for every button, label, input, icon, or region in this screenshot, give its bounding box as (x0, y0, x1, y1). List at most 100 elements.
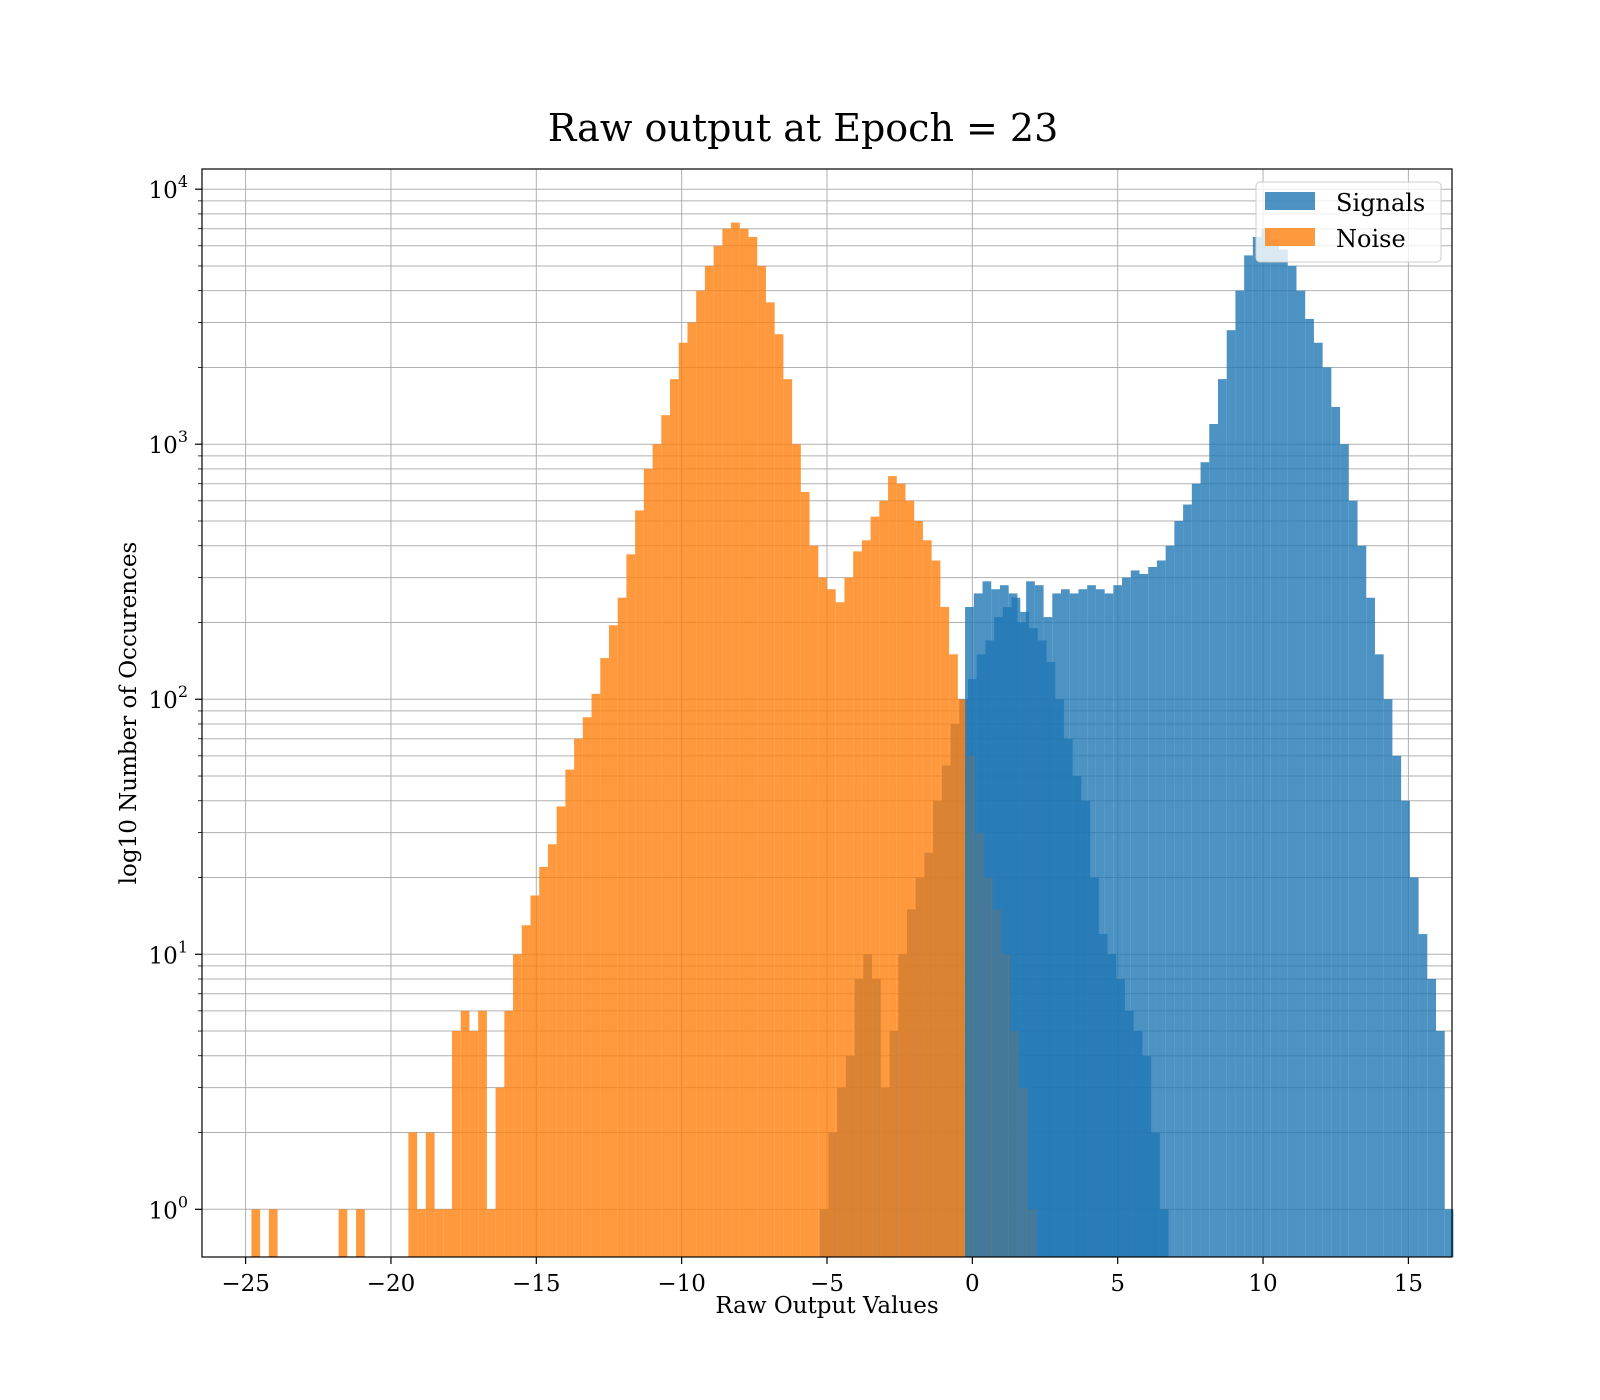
y-tick-label: 100 (149, 1192, 188, 1224)
histogram-bar-series-1 (861, 540, 871, 1257)
histogram-bar-series-1 (792, 444, 801, 1258)
histogram-bar-series-1 (530, 895, 540, 1257)
x-axis-label: Raw Output Values (715, 1293, 938, 1319)
histogram-bar-series-2 (1087, 585, 1096, 1257)
histogram-bar-series-2 (1217, 379, 1227, 1258)
histogram-bar-series-1 (670, 379, 679, 1258)
histogram-bar-series-2 (1331, 406, 1341, 1257)
x-tick-label: −20 (367, 1271, 416, 1297)
histogram-bar-series-2 (1183, 504, 1192, 1257)
y-axis-label: log10 Number of Occurences (116, 542, 142, 885)
histogram-bar-series-2 (1069, 593, 1079, 1257)
histogram-bar-series-1 (521, 925, 531, 1257)
legend-label-signals: Signals (1336, 189, 1425, 217)
histogram-bar-series-1 (478, 1010, 487, 1257)
histogram-bar-series-2 (1130, 570, 1140, 1257)
histogram-bar-series-1 (582, 717, 592, 1257)
legend-label-noise: Noise (1336, 225, 1406, 253)
histogram-bar-series-1 (513, 954, 522, 1257)
histogram-bar-series-2 (991, 589, 1000, 1257)
histogram-bar-series-2 (1401, 800, 1410, 1257)
histogram-bar-series-1 (591, 693, 601, 1257)
x-tick-label: 10 (1248, 1271, 1277, 1297)
histogram-bar-series-2 (1348, 500, 1358, 1257)
histogram-bar-series-2 (1436, 1031, 1445, 1257)
histogram-bar-series-2 (1095, 589, 1105, 1257)
histogram-bar-series-1 (565, 769, 575, 1257)
chart-title: Raw output at Epoch = 23 (548, 106, 1059, 150)
legend: Signals Noise (1255, 181, 1442, 263)
histogram-bar-series-1 (495, 1087, 505, 1257)
histogram-bar-series-2 (1261, 228, 1271, 1258)
histogram-bar-series-2 (1244, 255, 1253, 1258)
histogram-bar-series-1 (504, 1010, 514, 1257)
histogram-bar-series-1 (713, 245, 723, 1257)
histogram-bar-series-1 (425, 1132, 435, 1257)
histogram-bar-series-2 (1366, 597, 1375, 1257)
histogram-bar-series-2 (1427, 978, 1437, 1257)
histogram-bar-series-1 (643, 468, 653, 1258)
histogram-bar-series-1 (469, 1031, 479, 1257)
histogram-bar-series-1 (853, 551, 862, 1257)
x-tick-label: −25 (221, 1271, 270, 1297)
y-tick-label: 104 (149, 172, 188, 204)
histogram-bar-series-1 (417, 1209, 426, 1257)
histogram-bar-series-1 (774, 334, 784, 1258)
histogram-bar-series-2 (1174, 520, 1184, 1257)
histogram-bar-series-2 (999, 585, 1009, 1257)
histogram-bar-series-2 (1392, 755, 1402, 1257)
histogram-bar-series-2 (1122, 577, 1131, 1257)
histogram-bar-series-2 (1104, 593, 1114, 1257)
histogram-bar-series-1 (408, 1132, 418, 1257)
x-tick-label: −5 (810, 1271, 844, 1297)
histogram-bar-series-1 (870, 516, 880, 1257)
histogram-bar-series-1 (757, 265, 766, 1258)
histogram-bar-series-2 (973, 593, 983, 1257)
histogram-bar-series-2 (1383, 699, 1393, 1257)
histogram-bar-series-1 (434, 1209, 444, 1257)
histogram-bar-series-2 (1409, 877, 1419, 1257)
histogram-bar-series-1 (748, 236, 758, 1257)
histogram-bar-series-1 (818, 577, 827, 1257)
histogram-bar-series-1 (539, 866, 548, 1257)
histogram-bar-series-1 (835, 602, 845, 1257)
histogram-bar-series-1 (608, 625, 618, 1257)
histogram-bar-series-1 (957, 699, 967, 1257)
y-tick-label: 101 (149, 937, 188, 969)
histogram-bar-series-2 (1252, 236, 1262, 1257)
histogram-bar-series-2 (1156, 560, 1166, 1257)
histogram-bar-series-1 (652, 444, 662, 1258)
histogram-bar-series-1 (547, 844, 557, 1257)
histogram-bar-series-1 (635, 510, 644, 1257)
histogram-bar-series-2 (1209, 424, 1218, 1258)
histogram-bar-series-1 (879, 500, 889, 1257)
axis-ticks: −25 −20 −15 −10 −5 0 5 10 15 100 101 102 103 104 (149, 172, 1424, 1297)
histogram-bar-series-1 (844, 577, 854, 1257)
histogram-bar-series-2 (1322, 367, 1332, 1257)
histogram-bar-series-1 (739, 228, 749, 1258)
histogram-bar-series-1 (722, 228, 732, 1258)
histogram-bar-series-1 (460, 1010, 470, 1257)
histogram-bar-series-2 (1078, 589, 1088, 1257)
histogram-bar-series-1 (574, 738, 583, 1257)
histogram-bar-series-1 (600, 658, 609, 1257)
histogram-bar-series-1 (905, 500, 915, 1257)
histogram-bar-series-2 (1296, 290, 1306, 1257)
histogram-bar-series-1 (783, 379, 793, 1258)
histogram-bar-series-1 (443, 1209, 452, 1257)
histogram-bar-series-2 (1008, 593, 1018, 1257)
histogram-bar-series-1 (452, 1031, 461, 1257)
histogram-bar-series-2 (982, 581, 992, 1257)
y-tick-label: 102 (149, 682, 188, 714)
histogram-bar-series-2 (1148, 567, 1157, 1257)
x-tick-label: −10 (657, 1271, 706, 1297)
histogram-bar-series-1 (827, 589, 836, 1257)
histogram-bar-series-1 (765, 302, 775, 1257)
histogram-bar-series-2 (1270, 238, 1280, 1257)
histogram-bar-series-1 (696, 290, 705, 1257)
histogram-bar-series-2 (1235, 290, 1245, 1257)
legend-swatch-noise (1265, 228, 1315, 246)
histogram-bar-series-1 (687, 322, 697, 1257)
histogram-bar-series-1 (338, 1209, 348, 1257)
histogram-bar-series-1 (486, 1209, 496, 1257)
